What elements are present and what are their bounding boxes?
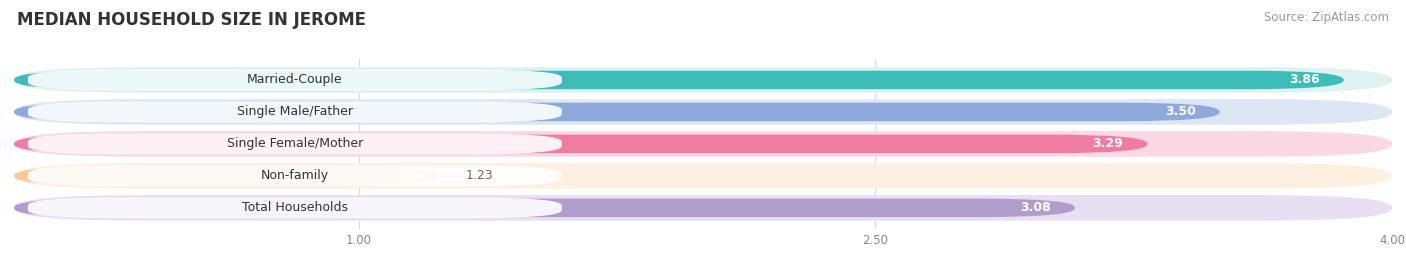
Text: 3.50: 3.50 [1164, 105, 1195, 118]
FancyBboxPatch shape [28, 102, 562, 122]
Text: 3.86: 3.86 [1289, 73, 1320, 86]
FancyBboxPatch shape [14, 167, 437, 185]
Text: Source: ZipAtlas.com: Source: ZipAtlas.com [1264, 11, 1389, 24]
Text: MEDIAN HOUSEHOLD SIZE IN JEROME: MEDIAN HOUSEHOLD SIZE IN JEROME [17, 11, 366, 29]
FancyBboxPatch shape [28, 198, 562, 218]
FancyBboxPatch shape [14, 135, 1147, 153]
Text: Total Households: Total Households [242, 201, 347, 214]
FancyBboxPatch shape [14, 163, 1392, 189]
FancyBboxPatch shape [14, 67, 1392, 93]
FancyBboxPatch shape [14, 103, 1219, 121]
FancyBboxPatch shape [14, 199, 1076, 217]
Text: 3.08: 3.08 [1021, 201, 1050, 214]
FancyBboxPatch shape [14, 71, 1344, 89]
Text: 1.23: 1.23 [465, 169, 494, 182]
FancyBboxPatch shape [14, 195, 1392, 221]
Text: 3.29: 3.29 [1092, 137, 1123, 150]
FancyBboxPatch shape [28, 70, 562, 90]
Text: Single Female/Mother: Single Female/Mother [226, 137, 363, 150]
FancyBboxPatch shape [28, 134, 562, 154]
Text: Single Male/Father: Single Male/Father [236, 105, 353, 118]
FancyBboxPatch shape [14, 99, 1392, 125]
FancyBboxPatch shape [28, 166, 562, 186]
FancyBboxPatch shape [14, 131, 1392, 157]
Text: Married-Couple: Married-Couple [247, 73, 343, 86]
Text: Non-family: Non-family [260, 169, 329, 182]
